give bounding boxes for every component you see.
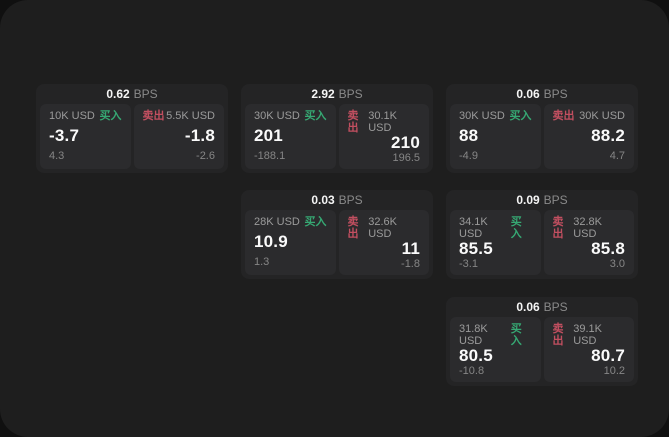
buy-delta: 1.3 (254, 256, 270, 268)
sell-delta: -1.8 (401, 258, 420, 270)
sell-price: 88.2 (591, 126, 625, 145)
sell-side-label: 卖出 (552, 216, 564, 240)
sell-panel[interactable]: 卖出 30K USD 88.2 4.7 (543, 104, 634, 169)
buy-side-label: 买入 (304, 110, 327, 122)
sell-panel[interactable]: 卖出 32.8K USD 85.8 3.0 (543, 210, 634, 275)
buy-panel[interactable]: 30K USD 买入 201 -188.1 (245, 104, 336, 169)
buy-side-label: 买入 (509, 110, 532, 122)
sell-side-label: 卖出 (347, 110, 359, 134)
buy-panel[interactable]: 10K USD 买入 -3.7 4.3 (40, 104, 131, 169)
sell-delta: -2.6 (196, 150, 215, 162)
buy-notional: 31.8K USD (459, 323, 488, 347)
card-header: 0.62 BPS (40, 84, 224, 104)
sell-notional: 30K USD (579, 110, 625, 122)
sell-price: -1.8 (184, 126, 215, 145)
buy-delta: -4.9 (459, 150, 478, 162)
quote-card: 2.92 BPS 30K USD 买入 201 -188.1 卖出 30.1K … (241, 84, 433, 173)
buy-notional: 30K USD (254, 110, 300, 122)
buy-price: -3.7 (49, 126, 80, 145)
bps-unit-label: BPS (133, 87, 158, 101)
buy-side-label: 买入 (99, 110, 122, 122)
buy-side-label: 买入 (304, 216, 327, 228)
buy-notional: 10K USD (49, 110, 95, 122)
quote-card: 0.06 BPS 30K USD 买入 88 -4.9 卖出 30K USD 8… (446, 84, 638, 173)
bps-value: 0.03 (311, 193, 335, 207)
sell-price: 11 (401, 239, 420, 258)
buy-notional: 34.1K USD (459, 216, 488, 240)
sell-delta: 10.2 (603, 365, 625, 377)
card-header: 2.92 BPS (245, 84, 429, 104)
sell-price: 80.7 (591, 346, 625, 365)
buy-notional: 30K USD (459, 110, 505, 122)
sell-side-label: 卖出 (142, 110, 165, 122)
bps-value: 0.09 (516, 193, 540, 207)
sell-side-label: 卖出 (347, 216, 359, 240)
bps-value: 0.06 (516, 300, 540, 314)
bps-value: 0.06 (516, 87, 540, 101)
quote-card: 0.03 BPS 28K USD 买入 10.9 1.3 卖出 32.6K US… (241, 190, 433, 279)
sell-price: 210 (391, 133, 420, 152)
sell-notional: 39.1K USD (573, 323, 602, 347)
sell-panel[interactable]: 卖出 30.1K USD 210 196.5 (338, 104, 429, 169)
buy-panel[interactable]: 28K USD 买入 10.9 1.3 (245, 210, 336, 275)
sell-notional: 30.1K USD (368, 110, 397, 134)
sell-notional: 32.6K USD (368, 216, 397, 240)
buy-delta: -188.1 (254, 150, 286, 162)
quote-card: 0.06 BPS 31.8K USD 买入 80.5 -10.8 卖出 39.1… (446, 297, 638, 386)
sell-panel[interactable]: 卖出 5.5K USD -1.8 -2.6 (133, 104, 224, 169)
sell-notional: 32.8K USD (573, 216, 602, 240)
buy-delta: -3.1 (459, 258, 478, 270)
buy-price: 88 (459, 126, 479, 145)
buy-price: 201 (254, 126, 283, 145)
quote-card: 0.62 BPS 10K USD 买入 -3.7 4.3 卖出 5.5K USD… (36, 84, 228, 173)
sell-panel[interactable]: 卖出 39.1K USD 80.7 10.2 (543, 317, 634, 382)
sell-delta: 3.0 (609, 258, 625, 270)
buy-delta: 4.3 (49, 150, 65, 162)
bps-unit-label: BPS (338, 193, 363, 207)
card-header: 0.03 BPS (245, 190, 429, 210)
bps-unit-label: BPS (543, 300, 568, 314)
bps-unit-label: BPS (543, 193, 568, 207)
bps-unit-label: BPS (543, 87, 568, 101)
card-header: 0.09 BPS (450, 190, 634, 210)
buy-side-label: 买入 (510, 323, 522, 347)
sell-price: 85.8 (591, 239, 625, 258)
buy-delta: -10.8 (459, 365, 485, 377)
buy-price: 10.9 (254, 232, 288, 251)
buy-price: 80.5 (459, 346, 493, 365)
sell-side-label: 卖出 (552, 110, 575, 122)
buy-notional: 28K USD (254, 216, 300, 228)
bps-unit-label: BPS (338, 87, 363, 101)
sell-delta: 196.5 (392, 152, 420, 164)
sell-panel[interactable]: 卖出 32.6K USD 11 -1.8 (338, 210, 429, 275)
bps-value: 0.62 (106, 87, 130, 101)
buy-panel[interactable]: 31.8K USD 买入 80.5 -10.8 (450, 317, 541, 382)
buy-panel[interactable]: 30K USD 买入 88 -4.9 (450, 104, 541, 169)
buy-panel[interactable]: 34.1K USD 买入 85.5 -3.1 (450, 210, 541, 275)
quote-card: 0.09 BPS 34.1K USD 买入 85.5 -3.1 卖出 32.8K… (446, 190, 638, 279)
sell-delta: 4.7 (609, 150, 625, 162)
buy-price: 85.5 (459, 239, 493, 258)
sell-notional: 5.5K USD (166, 110, 215, 122)
sell-side-label: 卖出 (552, 323, 564, 347)
buy-side-label: 买入 (510, 216, 522, 240)
card-header: 0.06 BPS (450, 84, 634, 104)
card-header: 0.06 BPS (450, 297, 634, 317)
bps-value: 2.92 (311, 87, 335, 101)
